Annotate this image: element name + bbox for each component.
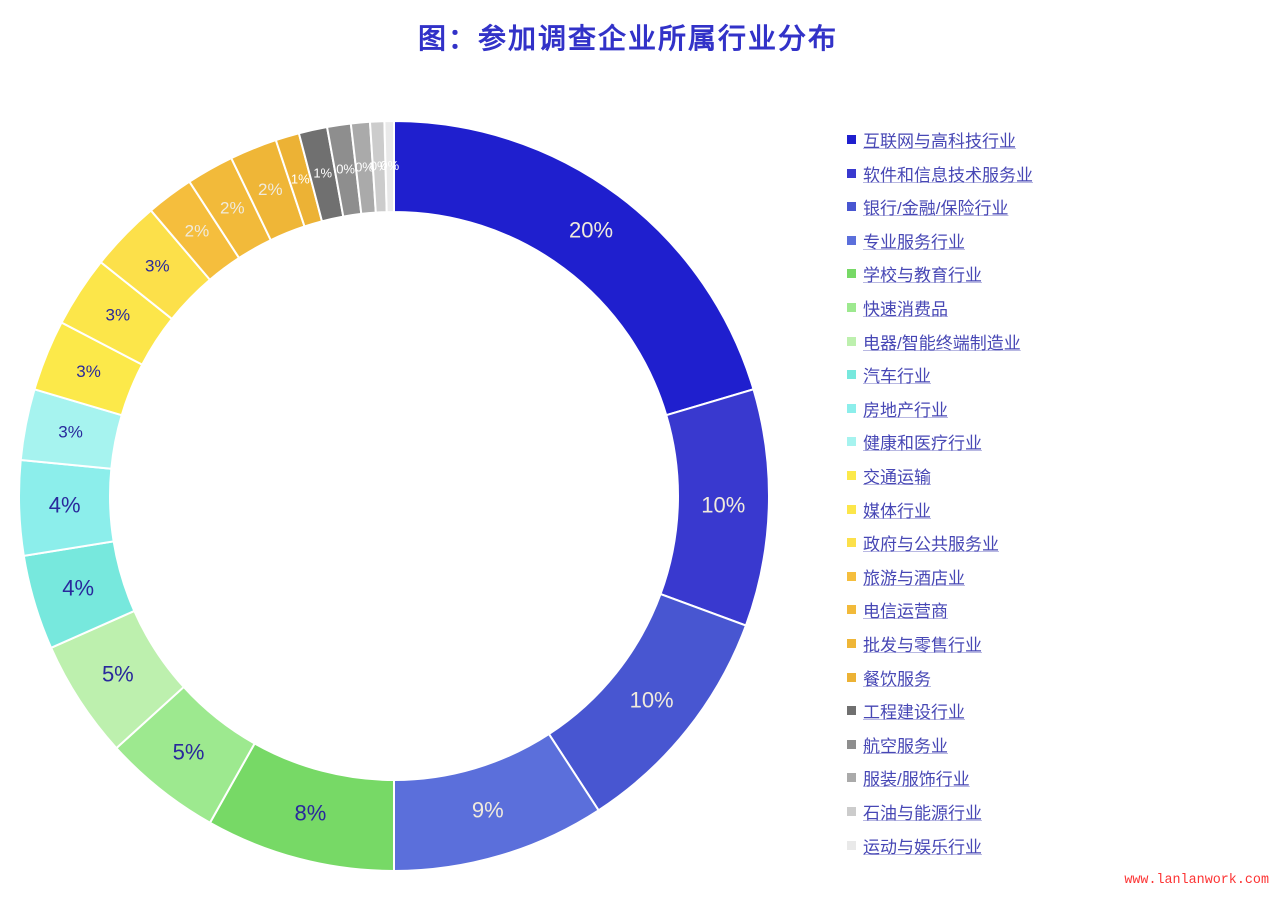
svg-text:3%: 3% [106,306,131,325]
svg-text:3%: 3% [145,256,170,275]
svg-text:9%: 9% [472,798,504,823]
svg-text:4%: 4% [49,492,81,517]
svg-text:10%: 10% [630,687,674,712]
svg-text:3%: 3% [76,362,101,381]
svg-text:2%: 2% [185,221,210,240]
svg-text:2%: 2% [258,180,283,199]
svg-text:8%: 8% [295,801,327,826]
svg-text:5%: 5% [102,662,134,687]
svg-text:0%: 0% [380,158,399,173]
svg-text:4%: 4% [62,576,94,601]
svg-text:2%: 2% [220,198,245,217]
svg-text:3%: 3% [58,422,83,441]
svg-text:1%: 1% [313,166,332,181]
svg-text:20%: 20% [569,218,613,243]
svg-text:1%: 1% [291,172,310,187]
svg-text:10%: 10% [701,492,745,517]
svg-text:5%: 5% [173,739,205,764]
svg-text:0%: 0% [336,162,355,177]
